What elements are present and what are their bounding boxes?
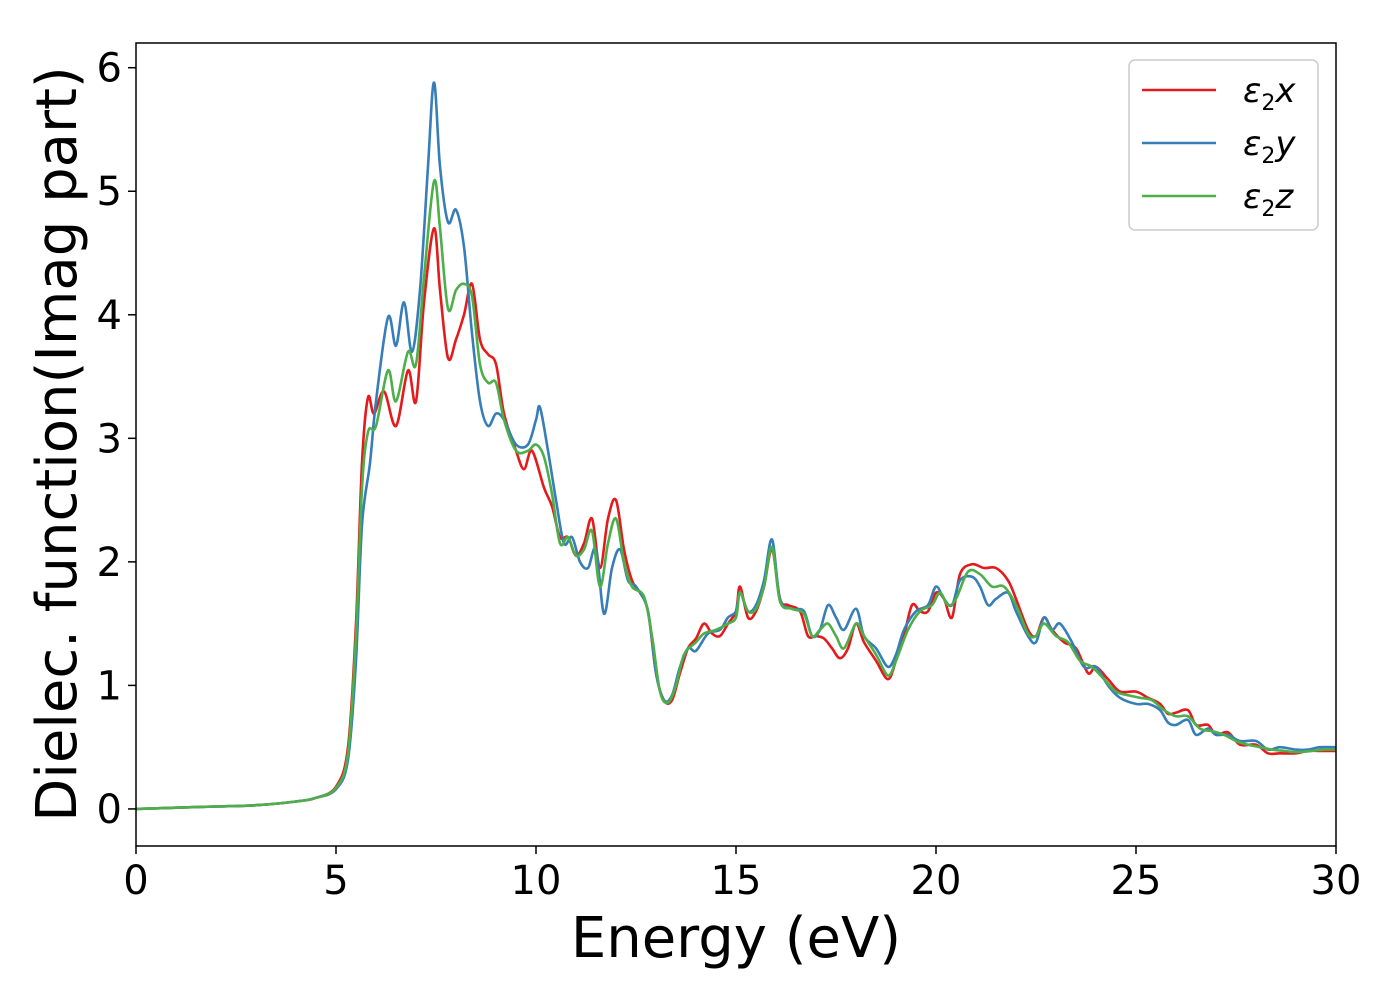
x-axis-title: Energy (eV) bbox=[571, 906, 901, 971]
x-tick-label: 30 bbox=[1311, 858, 1362, 904]
legend-box bbox=[1128, 59, 1319, 231]
y-tick-label: 6 bbox=[97, 46, 122, 92]
x-tick-label: 25 bbox=[1111, 858, 1162, 904]
y-tick-label: 0 bbox=[97, 787, 122, 833]
x-axis: 0 5 10 15 20 25 30 bbox=[123, 846, 1361, 904]
x-tick-label: 20 bbox=[911, 858, 962, 904]
series-line-z bbox=[135, 178, 1337, 811]
x-tick-label: 15 bbox=[711, 858, 762, 904]
y-axis-title: Dielec. function(Imag part) bbox=[25, 66, 90, 822]
y-tick-label: 3 bbox=[97, 416, 122, 462]
legend-label-z: ε2z bbox=[1243, 177, 1294, 222]
plot-lines bbox=[135, 81, 1337, 811]
x-tick-label: 10 bbox=[511, 858, 562, 904]
y-tick-label: 4 bbox=[97, 293, 122, 339]
y-axis: 0 1 2 3 4 5 6 bbox=[97, 46, 136, 833]
x-tick-label: 0 bbox=[123, 858, 148, 904]
legend: ε2x ε2y ε2z bbox=[1128, 59, 1319, 231]
legend-label-y: ε2y bbox=[1243, 124, 1296, 169]
legend-label-x: ε2x bbox=[1243, 71, 1296, 116]
y-tick-label: 1 bbox=[97, 663, 122, 709]
y-tick-label: 5 bbox=[97, 169, 122, 215]
x-tick-label: 5 bbox=[323, 858, 348, 904]
y-tick-label: 2 bbox=[97, 540, 122, 586]
series-line-x bbox=[135, 226, 1336, 811]
